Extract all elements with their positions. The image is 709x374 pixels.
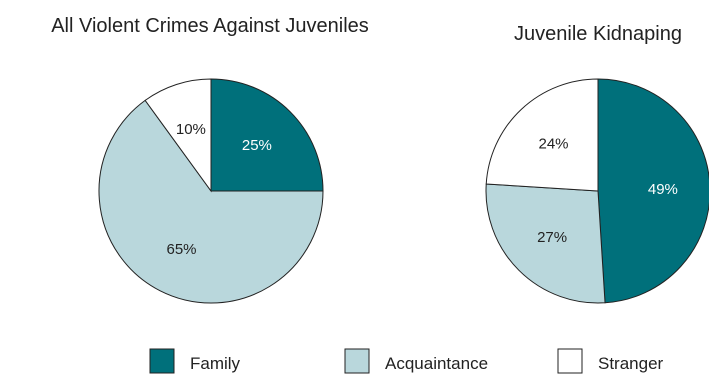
pie-violent-crimes: 25% 65% 10% — [98, 78, 324, 304]
pie-kidnaping: 49% 27% 24% — [485, 78, 709, 304]
slice-label-kidnaping-stranger: 24% — [538, 136, 568, 153]
chart-title-kidnaping: Juvenile Kidnaping — [514, 23, 682, 45]
legend-swatch-acquaintance — [344, 348, 370, 374]
slice-label-kidnaping-family: 49% — [648, 181, 678, 198]
slice-kidnaping-stranger — [485, 78, 599, 192]
slice-label-violent-crimes-stranger: 10% — [176, 121, 206, 138]
legend-label-family: Family — [190, 354, 241, 373]
legend-label-stranger: Stranger — [598, 354, 664, 373]
slice-violent-crimes-stranger — [144, 78, 212, 193]
legend-swatch-stranger — [557, 348, 583, 374]
slice-label-violent-crimes-family: 25% — [242, 137, 272, 154]
slice-kidnaping-acquaintance — [485, 183, 606, 304]
chart-title-violent-crimes: All Violent Crimes Against Juveniles — [51, 15, 369, 37]
legend-label-acquaintance: Acquaintance — [385, 354, 488, 373]
slice-label-violent-crimes-acquaintance: 65% — [166, 241, 196, 258]
slice-kidnaping-family — [597, 78, 709, 304]
slice-violent-crimes-acquaintance — [98, 99, 324, 304]
legend-swatch-family — [149, 348, 175, 374]
slice-violent-crimes-family — [210, 78, 324, 192]
slice-label-kidnaping-acquaintance: 27% — [537, 229, 567, 246]
legend: Family Acquaintance Stranger — [149, 348, 664, 374]
